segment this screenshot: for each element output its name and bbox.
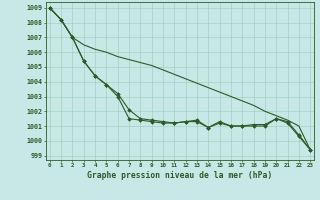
X-axis label: Graphe pression niveau de la mer (hPa): Graphe pression niveau de la mer (hPa) [87, 171, 273, 180]
